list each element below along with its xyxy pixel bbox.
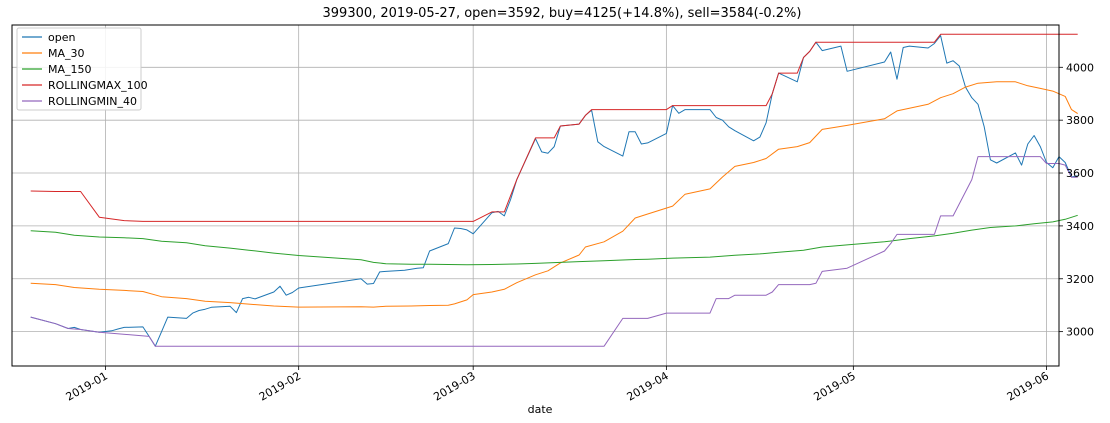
y-tick-label: 3400 [1066,220,1094,233]
y-tick-label: 3000 [1066,326,1094,339]
series-line-ma-30 [30,81,1078,308]
y-axis-ticks: 3000 3200 3400 3600 3800 4000 [1059,61,1094,339]
series-layer [30,33,1078,347]
legend-items: open MA_30 MA_150 ROLLINGMAX_100 ROLLINGMIN_… [22,31,148,108]
legend-label: MA_30 [48,47,85,60]
legend-label: MA_150 [48,63,92,76]
grid-layer [12,25,1059,366]
y-tick-label: 4000 [1066,61,1094,74]
series-line-ma-150 [30,214,1078,266]
y-tick-label: 3800 [1066,114,1094,127]
series-line-rollingmax-100 [30,33,1078,222]
y-tick-label: 3600 [1066,167,1094,180]
x-axis-label: date [528,403,553,416]
legend: open MA_30 MA_150 ROLLINGMAX_100 ROLLINGMIN_… [16,27,148,111]
legend-label: open [48,31,75,44]
chart-title: 399300, 2019-05-27, open=3592, buy=4125(… [323,6,802,21]
legend-label: ROLLINGMIN_40 [48,95,137,108]
legend-label: ROLLINGMAX_100 [48,79,148,92]
legend-box [16,27,142,111]
series-line-rollingmin-40 [30,156,1078,347]
y-tick-label: 3200 [1066,273,1094,286]
plot-frame [11,24,1060,367]
